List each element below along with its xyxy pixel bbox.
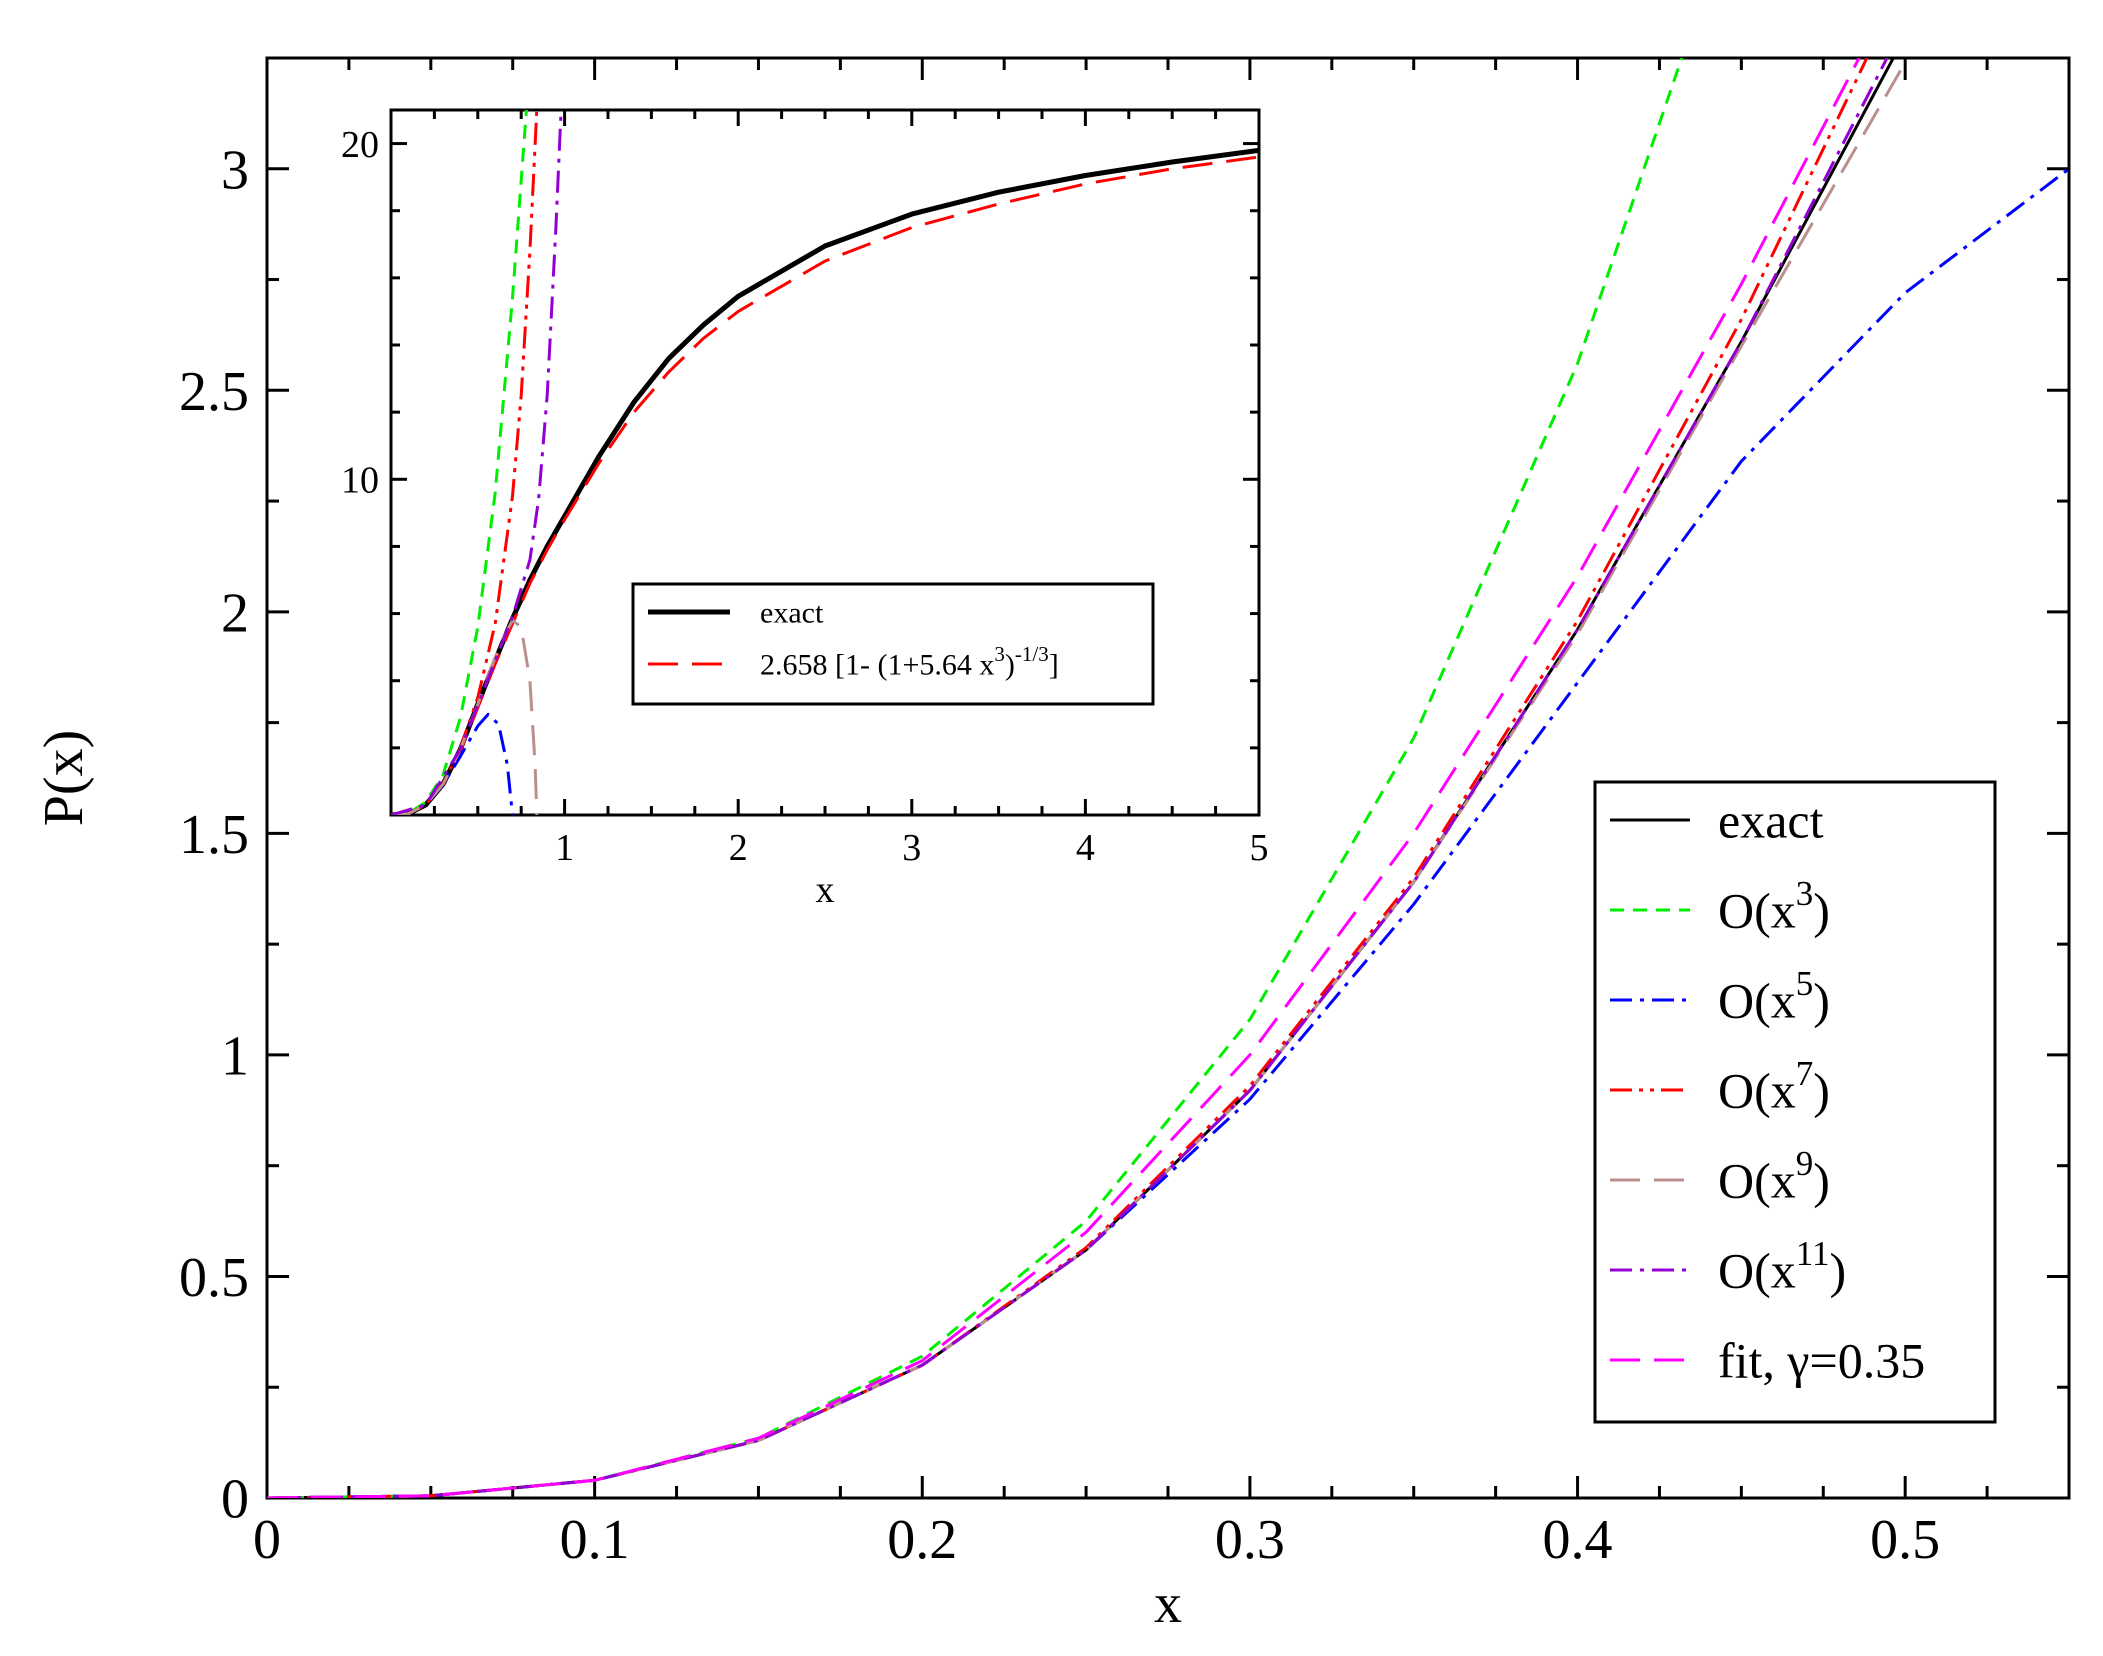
series-line-6 (391, 110, 563, 815)
x-tick-label: 5 (1250, 827, 1269, 869)
main-plot: 0 0.1 0.2 0.3 0.4 0.5 0 0.5 1 1.5 2 2.5 3 x P(x) (33, 56, 2071, 1635)
y-tick-label: 20 (341, 124, 379, 166)
x-tick-label: 4 (1076, 827, 1095, 869)
inset-legend: exact 2.658 [1- (1+5.64 x3)-1/3] (631, 582, 1155, 706)
x-tick-label: 0.4 (1543, 1509, 1613, 1571)
inset-plot: 1 2 3 4 5 10 20 x (341, 108, 1269, 911)
x-tick-label: 3 (902, 827, 921, 869)
y-tick-label: 0 (221, 1469, 249, 1531)
series-line-3 (391, 712, 514, 815)
series-line-4 (391, 110, 539, 815)
y-tick-label: 0.5 (179, 1247, 249, 1309)
legend-label-0: exact (760, 597, 824, 630)
main-y-axis-label: P(x) (33, 730, 95, 826)
legend-label-0: exact (1718, 793, 1824, 849)
legend-label-4: O(x9) (1718, 1144, 1830, 1209)
x-tick-label: 0.5 (1870, 1509, 1940, 1571)
main-x-axis-label: x (1154, 1573, 1182, 1635)
legend-label-3: O(x7) (1718, 1054, 1830, 1119)
main-series (267, 58, 2069, 1498)
x-tick-label: 0 (253, 1509, 281, 1571)
legend-label-5: O(x11) (1718, 1234, 1846, 1299)
y-tick-label: 3 (221, 139, 249, 201)
main-tick-labels: 0 0.1 0.2 0.3 0.4 0.5 0 0.5 1 1.5 2 2.5 3 (179, 139, 1940, 1571)
y-tick-label: 2.5 (179, 361, 249, 423)
inset-series (391, 110, 1259, 815)
main-legend: exact O(x3) O(x5) O(x7) O(x9) O(x11) fit, γ=0.… (1593, 780, 1997, 1424)
x-tick-label: 0.2 (887, 1509, 957, 1571)
inset-tick-labels: 1 2 3 4 5 10 20 (341, 124, 1269, 869)
y-tick-label: 1.5 (179, 804, 249, 866)
inset-legend-items: exact 2.658 [1- (1+5.64 x3)-1/3] (648, 597, 1059, 682)
x-tick-label: 0.1 (560, 1509, 630, 1571)
y-tick-label: 10 (341, 460, 379, 502)
legend-label-1: 2.658 [1- (1+5.64 x3)-1/3] (760, 642, 1059, 682)
inset-x-axis-label: x (816, 869, 835, 911)
series-line-6 (267, 58, 1861, 1498)
series-line-1 (267, 58, 1684, 1498)
inset-ticks (389, 110, 1261, 817)
y-tick-label: 1 (221, 1026, 249, 1088)
x-tick-label: 1 (555, 827, 574, 869)
main-legend-box (1593, 780, 1997, 1424)
legend-label-6: fit, γ=0.35 (1718, 1333, 1925, 1389)
inset-legend-box (631, 582, 1155, 706)
inset-plot-frame (389, 108, 1261, 817)
x-tick-label: 0.3 (1215, 1509, 1285, 1571)
legend-label-1: O(x3) (1718, 874, 1830, 939)
y-tick-label: 2 (221, 582, 249, 644)
x-tick-label: 2 (729, 827, 748, 869)
legend-label-2: O(x5) (1718, 964, 1830, 1029)
main-legend-items: exact O(x3) O(x5) O(x7) O(x9) O(x11) fit, γ=0.… (1610, 793, 1925, 1389)
